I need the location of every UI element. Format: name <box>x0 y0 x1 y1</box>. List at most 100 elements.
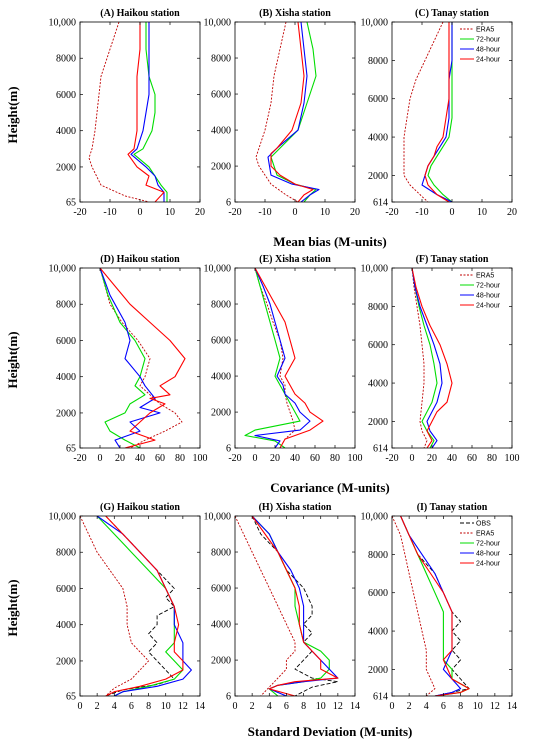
plot-frame-i <box>391 515 513 697</box>
x-tick-label-a: 0 <box>138 207 143 218</box>
y-tick-label-b: 6000 <box>211 90 231 101</box>
series-line-f-era5 <box>411 268 428 448</box>
y-tick-label-d: 10,000 <box>49 264 77 275</box>
panel-h: (H) Xisha station 0 2 4 6 8 10 12 14 6 2000 4000 600… <box>204 502 361 712</box>
y-tick-label-h: 4000 <box>211 620 231 631</box>
y-tick-label-d: 4000 <box>56 372 76 383</box>
series-line-i-24-hour <box>400 516 470 696</box>
y-tick-label-a: 8000 <box>56 54 76 65</box>
legend-label-era5: ERA5 <box>476 273 494 280</box>
y-tick-label-i: 6000 <box>368 588 388 599</box>
series-line-f-72-hour <box>411 268 438 448</box>
x-tick-label-c: 10 <box>477 207 487 218</box>
x-tick-label-b: -10 <box>258 207 271 218</box>
panel-title-g: (G) Haikou station <box>100 502 180 513</box>
x-tick-label-d: 80 <box>175 453 185 464</box>
x-axis-label-row-2: Covariance (M-units) <box>270 480 390 495</box>
x-tick-label-d: 40 <box>135 453 145 464</box>
x-tick-label-h: 4 <box>267 701 272 712</box>
panel-d: (D) Haikou station -20 0 20 40 60 80 100 65 2000 4… <box>49 254 208 464</box>
x-tick-label-i: 2 <box>407 701 412 712</box>
series-line-f-48-hour <box>411 268 443 448</box>
series-line-b-72-hour <box>270 22 317 202</box>
series-line-e-era5 <box>254 268 296 448</box>
y-tick-label-b: 6 <box>226 198 231 209</box>
y-tick-label-h: 8000 <box>211 548 231 559</box>
x-tick-label-g: 12 <box>178 701 188 712</box>
x-tick-label-e: -20 <box>228 453 241 464</box>
legend-label-72-hour: 72-hour <box>476 541 501 548</box>
x-tick-label-b: 0 <box>293 207 298 218</box>
x-tick-label-b: 20 <box>350 207 360 218</box>
y-tick-label-a: 2000 <box>56 162 76 173</box>
x-tick-label-e: 20 <box>270 453 280 464</box>
series-group-b <box>255 22 320 202</box>
plot-frame-h <box>234 515 356 697</box>
series-group-h <box>235 516 339 696</box>
y-tick-label-h: 6 <box>226 692 231 703</box>
y-tick-label-c: 614 <box>373 198 388 209</box>
y-tick-label-e: 2000 <box>211 408 231 419</box>
x-tick-label-g: 10 <box>161 701 171 712</box>
series-line-e-24-hour <box>254 268 324 448</box>
y-tick-label-b: 4000 <box>211 126 231 137</box>
y-tick-label-i: 10,000 <box>361 512 389 523</box>
x-tick-label-i: 8 <box>458 701 463 712</box>
x-tick-label-c: -10 <box>415 207 428 218</box>
y-tick-label-a: 6000 <box>56 90 76 101</box>
legend-label-era5: ERA5 <box>476 531 494 538</box>
series-group-d <box>99 268 186 448</box>
y-tick-label-a: 10,000 <box>49 18 77 29</box>
legend-f: ERA5 72-hour 48-hour 24-hour <box>460 273 501 310</box>
y-tick-label-c: 6000 <box>368 94 388 105</box>
panel-i: (I) Tanay station 0 2 4 6 8 10 12 14 614 2000 4000 6… <box>361 502 518 712</box>
series-line-h-72-hour <box>251 516 330 696</box>
series-line-b-24-hour <box>270 22 314 202</box>
panel-title-c: (C) Tanay station <box>415 8 489 19</box>
series-line-a-48-hour <box>130 22 165 202</box>
y-axis-label-row-2: Height(m) <box>5 331 20 388</box>
series-line-f-24-hour <box>411 268 453 448</box>
x-tick-label-d: 100 <box>193 453 208 464</box>
series-line-i-72-hour <box>400 516 470 696</box>
panel-b: (B) Xisha station -20 -10 0 10 20 6 2000 4000 600… <box>204 8 361 218</box>
x-tick-label-h: 8 <box>301 701 306 712</box>
x-tick-label-h: 2 <box>250 701 255 712</box>
x-tick-label-f: 80 <box>487 453 497 464</box>
y-tick-label-e: 6000 <box>211 336 231 347</box>
panel-a: (A) Haikou station -20 -10 0 10 20 65 2000 4000 6… <box>49 8 206 218</box>
x-tick-label-i: 10 <box>473 701 483 712</box>
y-tick-label-b: 8000 <box>211 54 231 65</box>
x-tick-label-d: 0 <box>98 453 103 464</box>
x-tick-label-h: 10 <box>316 701 326 712</box>
series-line-e-72-hour <box>244 268 301 448</box>
panel-title-b: (B) Xisha station <box>259 8 331 19</box>
y-tick-label-e: 6 <box>226 444 231 455</box>
series-line-c-era5 <box>403 22 444 202</box>
legend-label-48-hour: 48-hour <box>476 551 501 558</box>
series-line-b-48-hour <box>267 22 320 202</box>
series-line-b-era5 <box>255 22 299 202</box>
series-group-g <box>80 516 192 696</box>
y-tick-label-d: 65 <box>66 444 76 455</box>
x-tick-label-i: 0 <box>390 701 395 712</box>
y-tick-label-d: 6000 <box>56 336 76 347</box>
y-tick-label-g: 6000 <box>56 584 76 595</box>
y-axis-label-row-3: Height(m) <box>5 579 20 636</box>
x-tick-label-e: 0 <box>253 453 258 464</box>
legend-label-obs: OBS <box>476 521 491 528</box>
x-tick-label-d: 20 <box>115 453 125 464</box>
series-line-g-48-hour <box>96 516 192 696</box>
y-tick-label-g: 65 <box>66 692 76 703</box>
legend-label-24-hour: 24-hour <box>476 561 501 568</box>
series-line-d-72-hour <box>99 268 146 448</box>
x-tick-label-h: 0 <box>233 701 238 712</box>
series-line-a-era5 <box>88 22 150 202</box>
series-line-e-48-hour <box>254 268 311 448</box>
x-tick-label-g: 6 <box>129 701 134 712</box>
series-line-g-72-hour <box>96 516 184 696</box>
legend-label-72-hour: 72-hour <box>476 37 501 44</box>
series-line-a-24-hour <box>127 22 165 202</box>
y-tick-label-e: 8000 <box>211 300 231 311</box>
x-tick-label-e: 40 <box>290 453 300 464</box>
